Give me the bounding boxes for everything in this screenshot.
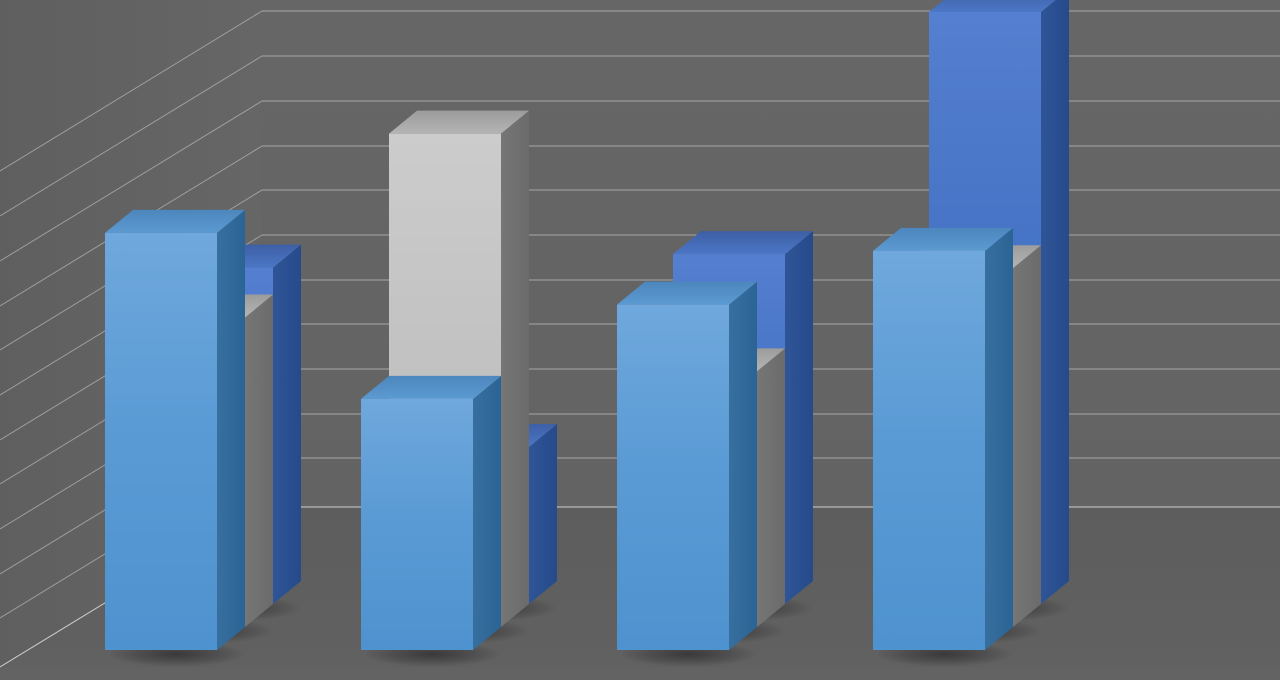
bar-side-face [245, 294, 273, 627]
bar-top-face [617, 281, 757, 305]
bar-side-face [273, 244, 301, 605]
bar-3d[interactable] [617, 281, 758, 667]
bar-side-face [501, 110, 529, 627]
bar-front-face [361, 398, 473, 650]
bar-top-face [673, 231, 813, 255]
bar-top-face [105, 209, 245, 233]
bar-top-face [873, 227, 1013, 251]
bar-side-face [1013, 245, 1041, 627]
bar-3d[interactable] [361, 375, 502, 667]
gridline-diagonal [0, 10, 263, 172]
bar-3d[interactable] [873, 227, 1014, 667]
bar-3d[interactable] [105, 209, 246, 667]
bar-front-face [617, 304, 729, 650]
bar-side-face [473, 375, 501, 650]
bar-side-face [217, 209, 245, 650]
gridline-diagonal [0, 55, 263, 217]
bar-side-face [729, 281, 757, 650]
bar-top-face [361, 375, 501, 399]
bar-side-face [1041, 0, 1069, 604]
bar-side-face [529, 424, 557, 604]
gridline-diagonal [0, 100, 263, 262]
bar-side-face [985, 227, 1013, 650]
bar-side-face [757, 348, 785, 627]
bar-top-face [929, 0, 1056, 12]
bars-layer [105, 0, 1070, 667]
bar-front-face [105, 232, 217, 650]
bar-front-face [873, 250, 985, 650]
bar-side-face [785, 231, 813, 604]
bar-top-face [389, 110, 529, 134]
